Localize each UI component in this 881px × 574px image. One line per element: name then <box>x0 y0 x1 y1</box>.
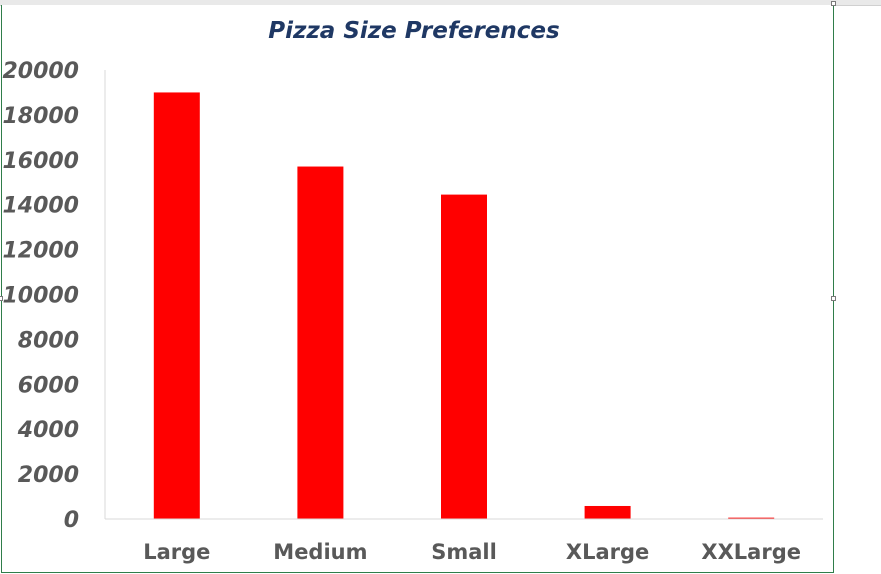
chart-frame[interactable] <box>1 5 834 573</box>
bar-medium[interactable] <box>297 166 344 519</box>
y-tick-label: 4000 <box>17 418 79 443</box>
x-tick-label: Large <box>143 540 210 564</box>
y-tick-label: 6000 <box>18 373 79 398</box>
x-tick-label: XXLarge <box>701 540 801 564</box>
y-axis: 0 2000 4000 6000 8000 10000 12000 14000 16000 180… <box>2 59 106 533</box>
y-tick-label: 20000 <box>2 59 79 84</box>
resize-handle-left[interactable] <box>0 296 3 301</box>
y-tick-label: 10000 <box>2 284 79 309</box>
y-tick-label: 18000 <box>2 104 79 129</box>
bar-xlarge[interactable] <box>584 505 631 519</box>
x-tick-label: Small <box>431 540 497 564</box>
y-tick-label: 16000 <box>2 149 79 174</box>
y-tick-label: 8000 <box>18 328 79 353</box>
y-tick-label: 2000 <box>18 463 79 488</box>
chart-title: Pizza Size Preferences <box>268 18 559 44</box>
bar-xxlarge[interactable] <box>728 517 775 519</box>
y-tick-label: 0 <box>64 508 79 533</box>
x-axis: Large Medium Small XLarge XXLarge <box>105 518 823 564</box>
bar-small[interactable] <box>441 194 487 519</box>
resize-handle-top-right[interactable] <box>831 1 836 6</box>
y-tick-label: 14000 <box>2 194 79 219</box>
resize-handle-right[interactable] <box>831 296 836 301</box>
x-tick-label: Medium <box>273 540 367 564</box>
y-tick-label: 12000 <box>2 239 79 264</box>
x-tick-label: XLarge <box>566 540 649 564</box>
bar-large[interactable] <box>153 92 200 519</box>
bars <box>153 92 775 519</box>
